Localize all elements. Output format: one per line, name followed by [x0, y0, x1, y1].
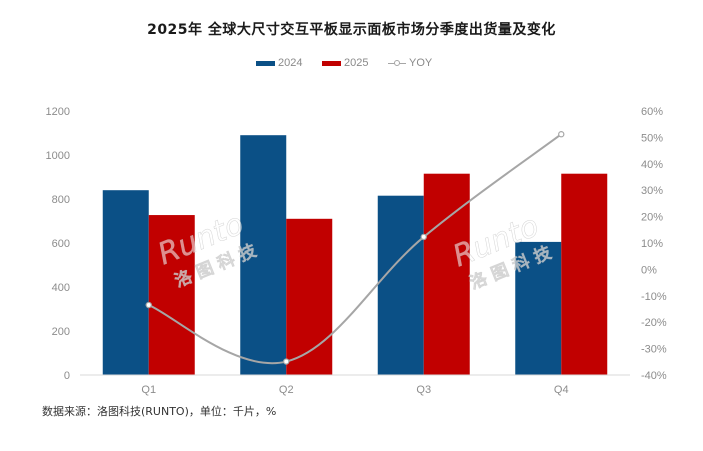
legend-item-2024: 2024 [256, 55, 302, 71]
x-axis-category-label: Q1 [141, 384, 156, 396]
right-y-axis: -40% -30% -20% -10% 0% 10% 20% 30% 40% 50% 60% [641, 106, 667, 382]
legend-swatch-2024 [256, 60, 275, 66]
x-axis-category-label: Q4 [554, 384, 569, 396]
bar-series [102, 135, 608, 375]
left-axis-tick-label: 800 [52, 194, 70, 206]
right-axis-tick-label: 60% [641, 106, 663, 118]
yoy-point-marker [420, 233, 427, 241]
bar-2025-Q3 [423, 173, 470, 375]
chart-title: 2025年 全球大尺寸交互平板显示面板市场分季度出货量及变化 [147, 22, 556, 38]
legend-swatch-2025 [322, 60, 341, 66]
left-axis-tick-label: 400 [52, 282, 70, 294]
bar-2024-Q2 [240, 135, 287, 375]
right-axis-tick-label: 50% [641, 132, 663, 144]
right-axis-tick-label: 0% [641, 264, 657, 276]
yoy-line-series [145, 131, 565, 365]
right-axis-tick-label: 30% [641, 185, 663, 197]
right-axis-tick-label: -40% [641, 370, 667, 382]
left-axis-tick-label: 1000 [46, 150, 70, 162]
right-axis-tick-label: 20% [641, 212, 663, 224]
bar-2025-Q2 [286, 218, 333, 375]
legend-label-2024: 2024 [278, 57, 303, 69]
x-axis-category-label: Q2 [279, 384, 294, 396]
right-axis-tick-label: -20% [641, 317, 667, 329]
bar-2025-Q1 [148, 215, 195, 375]
yoy-point-marker [283, 358, 290, 365]
left-axis-tick-label: 600 [52, 238, 70, 250]
left-y-axis: 0 200 400 600 800 1000 1200 [46, 106, 70, 382]
legend: 2024 2025 YOY [0, 55, 703, 71]
legend-line-marker-icon [388, 59, 406, 67]
bar-2025-Q4 [561, 173, 608, 375]
right-axis-tick-label: -30% [641, 344, 667, 356]
right-axis-tick-label: 10% [641, 238, 663, 250]
x-axis-categories: Q1 Q2 Q3 Q4 [141, 384, 568, 396]
legend-label-2025: 2025 [344, 57, 369, 69]
legend-label-yoy: YOY [409, 57, 433, 69]
right-axis-tick-label: -10% [641, 291, 667, 303]
yoy-point-marker [145, 301, 152, 309]
legend-item-yoy: YOY [388, 55, 432, 71]
bar-2024-Q1 [102, 190, 149, 375]
data-source-note: 数据来源：洛图科技(RUNTO)，单位：千片，% [42, 405, 277, 418]
left-axis-tick-label: 1200 [46, 106, 70, 118]
legend-item-2025: 2025 [322, 55, 368, 71]
x-axis-category-label: Q3 [416, 384, 431, 396]
yoy-point-marker [558, 131, 565, 138]
left-axis-tick-label: 0 [64, 370, 70, 382]
yoy-line [148, 133, 562, 365]
bar-2024-Q4 [515, 241, 562, 375]
right-axis-tick-label: 40% [641, 159, 663, 171]
left-axis-tick-label: 200 [52, 326, 70, 338]
bar-2024-Q3 [377, 195, 424, 375]
